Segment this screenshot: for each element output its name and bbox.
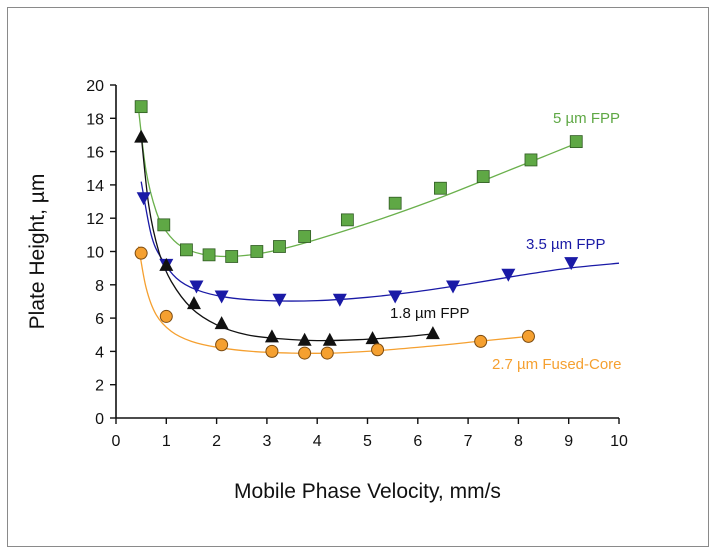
data-point-series-3	[371, 343, 385, 357]
x-tick-label: 5	[363, 433, 372, 450]
x-axis-title: Mobile Phase Velocity, mm/s	[234, 480, 501, 503]
y-tick-label: 8	[95, 278, 104, 295]
data-point-series-1	[446, 280, 461, 294]
data-point-series-0	[157, 218, 171, 232]
x-tick-label: 8	[514, 433, 523, 450]
data-point-series-0	[524, 153, 538, 167]
data-point-series-3	[134, 246, 148, 260]
y-tick-label: 20	[86, 78, 104, 95]
data-point-series-3	[159, 309, 173, 323]
x-tick-label: 0	[112, 433, 121, 450]
data-point-series-0	[225, 250, 239, 263]
data-point-series-0	[476, 170, 490, 183]
data-point-series-1	[136, 192, 151, 206]
fit-curve-series-2	[140, 134, 433, 342]
data-point-series-2	[186, 296, 201, 310]
data-point-series-3	[298, 346, 312, 360]
fit-curve-series-3	[137, 246, 529, 354]
data-point-series-2	[214, 316, 229, 330]
x-tick-label: 6	[413, 433, 422, 450]
data-point-series-1	[189, 280, 204, 294]
data-point-series-2	[365, 331, 380, 345]
data-point-series-3	[320, 346, 334, 360]
data-point-series-0	[134, 100, 148, 114]
data-point-series-1	[214, 290, 229, 304]
series-label-1: 3.5 µm FPP	[526, 236, 606, 253]
series-label-3: 2.7 µm Fused-Core	[492, 356, 622, 373]
y-tick-label: 2	[95, 378, 104, 395]
data-point-series-3	[215, 338, 229, 352]
data-point-series-3	[521, 329, 535, 343]
data-point-series-3	[474, 334, 488, 348]
data-point-series-0	[202, 248, 216, 262]
markers	[134, 100, 583, 360]
data-point-series-2	[425, 326, 440, 340]
fit-curve-series-0	[137, 109, 580, 258]
y-tick-label: 6	[95, 311, 104, 328]
data-point-series-2	[134, 129, 149, 143]
data-point-series-1	[501, 268, 516, 282]
data-point-series-0	[434, 181, 447, 195]
data-point-series-3	[265, 344, 279, 358]
data-point-series-1	[332, 293, 347, 307]
y-axis-title: Plate Height, µm	[26, 174, 49, 330]
data-point-series-0	[273, 240, 286, 253]
data-point-series-2	[159, 257, 174, 271]
data-point-series-1	[564, 257, 579, 271]
x-tick-label: 2	[212, 433, 221, 450]
data-point-series-2	[297, 332, 312, 346]
y-tick-label: 12	[86, 211, 104, 228]
data-point-series-2	[264, 329, 279, 343]
x-tick-label: 9	[564, 433, 573, 450]
x-tick-label: 4	[313, 433, 322, 450]
data-point-series-0	[388, 196, 402, 210]
x-tick-label: 7	[464, 433, 473, 450]
data-point-series-0	[569, 135, 583, 149]
series-label-2: 1.8 µm FPP	[390, 305, 470, 322]
data-point-series-0	[180, 243, 193, 257]
data-point-series-0	[340, 213, 354, 227]
data-point-series-0	[298, 230, 312, 243]
data-point-series-2	[322, 332, 337, 346]
x-tick-label: 3	[262, 433, 271, 450]
x-tick-label: 10	[610, 433, 628, 450]
y-tick-label: 18	[86, 111, 104, 128]
y-tick-label: 10	[86, 245, 104, 262]
y-tick-label: 16	[86, 145, 104, 162]
data-point-series-1	[388, 290, 403, 304]
series-labels: 5 µm FPP 3.5 µm FPP 1.8 µm FPP 2.7 µm Fused…	[390, 110, 622, 373]
y-tick-label: 0	[95, 411, 104, 428]
data-point-series-0	[250, 245, 264, 258]
data-point-series-1	[272, 293, 287, 307]
y-tick-label: 14	[86, 178, 104, 195]
x-tick-label: 1	[162, 433, 171, 450]
series-label-0: 5 µm FPP	[553, 110, 620, 127]
fit-curves	[137, 109, 620, 354]
y-tick-label: 4	[95, 344, 104, 361]
